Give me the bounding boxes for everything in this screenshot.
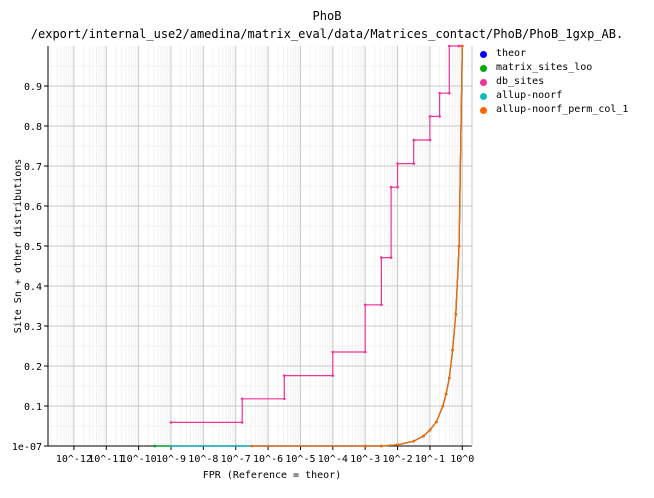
data-point bbox=[412, 138, 416, 142]
data-point bbox=[460, 44, 464, 48]
legend-label: allup-noorf_perm_col_1 bbox=[496, 104, 629, 115]
chart-subtitle: /export/internal_use2/amedina/matrix_eva… bbox=[30, 27, 624, 41]
y-tick-label: 0.2 bbox=[24, 362, 42, 373]
data-point bbox=[169, 444, 173, 448]
data-point bbox=[457, 44, 461, 48]
data-point bbox=[380, 256, 383, 259]
x-tick-label: 10^-5 bbox=[285, 454, 315, 465]
legend-label: allup-noorf bbox=[496, 90, 563, 101]
data-point bbox=[380, 444, 383, 448]
legend-marker bbox=[480, 78, 487, 86]
data-point bbox=[363, 303, 367, 307]
data-point bbox=[457, 244, 461, 248]
x-tick-label: 10^-6 bbox=[253, 454, 283, 465]
data-point bbox=[428, 138, 432, 142]
x-tick-label: 10^-12 bbox=[56, 454, 92, 465]
x-tick-label: 10^-2 bbox=[383, 454, 413, 465]
x-tick-label: 10^-4 bbox=[318, 454, 348, 465]
y-tick-label: 0.1 bbox=[24, 402, 42, 413]
data-point bbox=[438, 115, 441, 118]
data-point bbox=[396, 185, 399, 189]
data-point bbox=[363, 444, 367, 448]
legend-marker bbox=[480, 106, 487, 114]
legend: theor matrix_sites_loo db_sites allup-noorf… bbox=[480, 47, 628, 117]
legend-label: db_sites bbox=[496, 76, 545, 87]
legend-item: theor bbox=[480, 47, 628, 61]
data-point bbox=[363, 350, 367, 354]
x-tick-label: 10^-1 bbox=[415, 454, 445, 465]
legend-item: allup-noorf bbox=[480, 89, 628, 103]
y-tick-label: 0.8 bbox=[24, 122, 42, 133]
y-tick-label: 1e-07 bbox=[12, 442, 42, 453]
data-point bbox=[240, 421, 244, 424]
data-point bbox=[396, 162, 399, 165]
y-tick-label: 0.5 bbox=[24, 242, 42, 253]
data-point bbox=[331, 350, 335, 354]
x-tick-label: 10^0 bbox=[450, 454, 474, 465]
y-tick-label: 0.7 bbox=[24, 162, 42, 173]
data-point bbox=[380, 303, 383, 307]
legend-marker bbox=[480, 50, 487, 58]
legend-label: matrix_sites_loo bbox=[496, 62, 593, 73]
data-point bbox=[396, 443, 399, 447]
data-point bbox=[428, 115, 432, 118]
data-point bbox=[389, 256, 393, 259]
data-point bbox=[240, 397, 244, 401]
data-point bbox=[448, 44, 451, 48]
data-point bbox=[451, 348, 454, 352]
x-tick-label: 10^-7 bbox=[221, 454, 251, 465]
grid bbox=[48, 46, 472, 446]
chart-title: PhoB bbox=[312, 9, 342, 23]
x-tick-label: 10^-3 bbox=[350, 454, 380, 465]
x-axis-label: FPR (Reference = theor) bbox=[203, 470, 341, 481]
x-tick-label: 10^-10 bbox=[121, 454, 157, 465]
y-tick-label: 0.6 bbox=[24, 202, 42, 213]
data-point bbox=[435, 420, 438, 424]
series-lines bbox=[153, 44, 464, 448]
data-point bbox=[389, 185, 393, 189]
legend-marker bbox=[480, 92, 487, 100]
data-point bbox=[428, 428, 432, 432]
x-tick-label: 10^-11 bbox=[88, 454, 124, 465]
x-tick-label: 10^-8 bbox=[188, 454, 218, 465]
data-point bbox=[448, 91, 451, 95]
y-axis-label: Site Sn + other distributions bbox=[13, 159, 24, 334]
data-point bbox=[444, 392, 448, 396]
legend-label: theor bbox=[496, 48, 527, 59]
data-point bbox=[169, 421, 173, 424]
x-tick-label: 10^-9 bbox=[156, 454, 186, 465]
data-point bbox=[412, 162, 416, 165]
data-point bbox=[441, 404, 445, 408]
data-point bbox=[454, 312, 458, 316]
data-point bbox=[153, 444, 157, 448]
data-point bbox=[282, 374, 286, 377]
data-point bbox=[250, 444, 254, 448]
data-point bbox=[438, 91, 441, 95]
y-tick-label: 0.3 bbox=[24, 322, 42, 333]
legend-marker bbox=[480, 64, 487, 72]
y-tick-label: 0.4 bbox=[24, 282, 42, 293]
y-tick-label: 0.9 bbox=[24, 82, 42, 93]
legend-item: db_sites bbox=[480, 75, 628, 89]
data-point bbox=[331, 374, 335, 377]
legend-item: matrix_sites_loo bbox=[480, 61, 628, 75]
data-point bbox=[412, 439, 416, 443]
data-point bbox=[448, 376, 451, 380]
data-point bbox=[422, 434, 425, 438]
legend-item: allup-noorf_perm_col_1 bbox=[480, 103, 628, 117]
data-point bbox=[282, 397, 286, 401]
